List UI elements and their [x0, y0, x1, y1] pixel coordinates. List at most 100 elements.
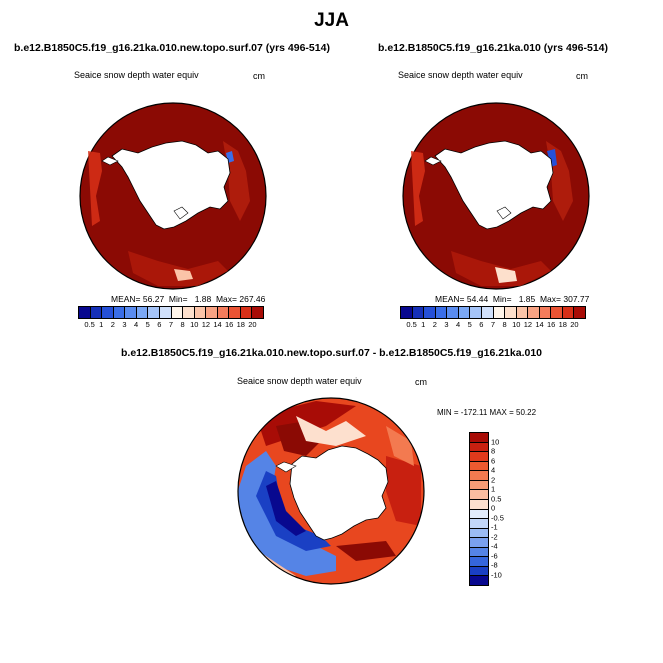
colorbar-swatch: [470, 566, 488, 577]
colorbar-swatch: [470, 557, 488, 567]
panel-2-units-label: cm: [576, 71, 588, 81]
colorbar-tick-label: 2: [491, 475, 496, 484]
colorbar-tick-label: 7: [490, 320, 496, 329]
panel-2-colorbar: [400, 306, 586, 319]
panel-2-case-title: b.e12.B1850C5.f19_g16.21ka.010 (yrs 496-…: [378, 42, 608, 54]
weak-anomaly: [386, 426, 414, 466]
min-value: 1.88: [194, 294, 212, 304]
colorbar-swatch: [217, 307, 230, 318]
max-value: 267.46: [239, 294, 266, 304]
colorbar-swatch: [470, 528, 488, 539]
colorbar-swatch: [470, 480, 488, 491]
colorbar-swatch: [458, 307, 471, 318]
panel-1-colorbar: [78, 306, 264, 319]
panel-2-colorbar-labels: 0.5 1 2 3 4 5 6 7 8 10 12 14 16 18 20: [400, 320, 586, 330]
mean-value: 54.44: [466, 294, 489, 304]
colorbar-swatch: [516, 307, 529, 318]
colorbar-tick-label: 0.5: [406, 320, 417, 329]
colorbar-swatch: [79, 307, 91, 318]
colorbar-tick-label: 10: [491, 437, 500, 446]
colorbar-tick-label: 14: [213, 320, 222, 329]
panel-1-case-title: b.e12.B1850C5.f19_g16.21ka.010.new.topo.…: [14, 42, 330, 54]
colorbar-swatch: [528, 307, 540, 318]
colorbar-tick-label: 2: [110, 320, 115, 329]
positive-anomaly: [336, 541, 396, 561]
mean-label: MEAN=: [111, 294, 141, 304]
diff-colorbar-labels: 10 8 6 4 2 1 0.5 0 -0.5 -1 -2 -4 -6 -8 -10: [491, 432, 521, 584]
colorbar-tick-label: -10: [491, 570, 502, 579]
colorbar-tick-label: 7: [168, 320, 174, 329]
antarctica-landmass: [111, 140, 231, 230]
low-snow-patch: [495, 267, 517, 283]
ice-shelf-outline: [496, 206, 512, 220]
page-title: JJA: [314, 10, 349, 31]
colorbar-swatch: [113, 307, 126, 318]
colorbar-tick-label: 6: [157, 320, 162, 329]
panel-2-stats: MEAN= 54.44 Min= 1.85 Max= 307.77: [435, 294, 589, 304]
colorbar-tick-label: 2: [432, 320, 437, 329]
positive-anomaly: [386, 456, 421, 526]
colorbar-tick-label: 1: [99, 320, 104, 329]
colorbar-tick-label: 3: [122, 320, 127, 329]
colorbar-swatch: [412, 307, 425, 318]
colorbar-tick-label: -2: [491, 532, 498, 541]
colorbar-swatch: [171, 307, 184, 318]
antarctic-peninsula: [275, 461, 297, 473]
colorbar-tick-label: 0: [491, 503, 496, 513]
colorbar-tick-label: -6: [491, 551, 498, 560]
colorbar-tick-label: -1: [491, 522, 498, 532]
colorbar-tick-label: -0.5: [491, 513, 504, 522]
colorbar-swatch: [424, 307, 436, 318]
panel-1-polar-map: [79, 102, 267, 290]
lighter-ice-patch: [128, 251, 228, 286]
colorbar-swatch: [470, 433, 488, 443]
colorbar-tick-label: 18: [558, 320, 567, 329]
diff-colorbar: [469, 432, 489, 586]
colorbar-tick-label: 4: [134, 320, 139, 329]
colorbar-tick-label: 5: [467, 320, 472, 329]
panel-1-colorbar-labels: 0.5 1 2 3 4 5 6 7 8 10 12 14 16 18 20: [78, 320, 264, 330]
colorbar-tick-label: 10: [512, 320, 521, 329]
colorbar-swatch: [447, 307, 459, 318]
colorbar-swatch: [401, 307, 413, 318]
colorbar-tick-label: 8: [180, 320, 185, 329]
max-value: 307.77: [563, 294, 590, 304]
lighter-ice-patch: [411, 151, 425, 226]
colorbar-tick-label: 6: [479, 320, 484, 329]
colorbar-swatch: [470, 519, 488, 529]
colorbar-swatch: [481, 307, 494, 318]
low-snow-patch: [174, 269, 193, 281]
colorbar-tick-label: 12: [201, 320, 211, 329]
mean-value: 56.27: [142, 294, 165, 304]
colorbar-swatch: [470, 307, 482, 318]
diff-variable-label: Seaice snow depth water equiv: [237, 376, 362, 386]
colorbar-swatch: [505, 307, 517, 318]
colorbar-tick-label: 1: [421, 320, 426, 329]
colorbar-tick-label: 16: [546, 320, 556, 329]
colorbar-tick-label: 0.5: [84, 320, 95, 329]
colorbar-tick-label: 18: [236, 320, 245, 329]
panel-1-variable-label: Seaice snow depth water equiv: [74, 70, 199, 80]
colorbar-tick-label: -8: [491, 560, 498, 570]
colorbar-tick-label: 3: [444, 320, 449, 329]
colorbar-tick-label: 10: [190, 320, 199, 329]
colorbar-swatch: [470, 490, 488, 500]
panel-1-stats: MEAN= 56.27 Min= 1.88 Max= 267.46: [111, 294, 265, 304]
colorbar-tick-label: 12: [523, 320, 533, 329]
diff-minmax: MIN = -172.11 MAX = 50.22: [437, 408, 537, 417]
map-border: [237, 397, 425, 585]
ice-shelf-outline: [173, 206, 189, 220]
colorbar-swatch: [229, 307, 241, 318]
colorbar-tick-label: 4: [456, 320, 461, 329]
low-snow-patch: [547, 149, 557, 167]
colorbar-tick-label: 0.5: [491, 494, 502, 503]
colorbar-tick-label: 20: [248, 320, 257, 329]
colorbar-tick-label: 6: [491, 456, 496, 465]
colorbar-tick-label: 4: [491, 465, 496, 475]
antarctic-peninsula: [101, 156, 119, 166]
negative-anomaly: [266, 481, 306, 536]
colorbar-swatch: [470, 547, 488, 558]
max-label: Max=: [539, 294, 561, 304]
panel-2-polar-map: [402, 102, 590, 290]
colorbar-swatch: [90, 307, 103, 318]
